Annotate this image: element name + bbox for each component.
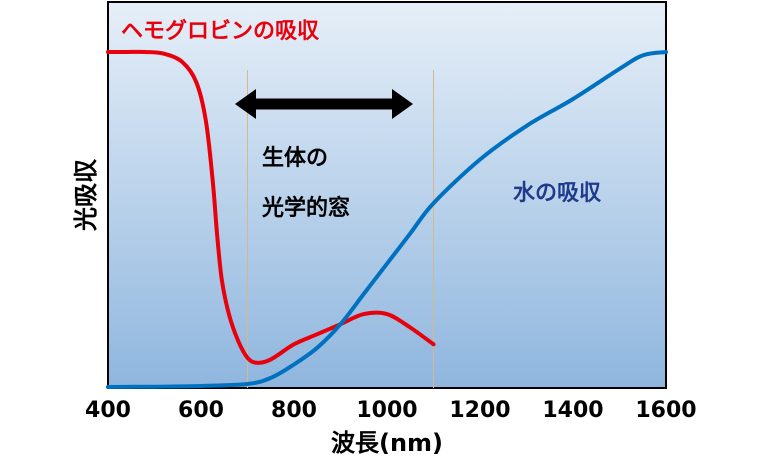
x-tick-label: 400 xyxy=(85,398,131,423)
plot-area xyxy=(107,1,667,389)
x-tick-label: 1400 xyxy=(542,398,603,423)
series-layer xyxy=(106,49,668,389)
x-tick-label: 1200 xyxy=(449,398,510,423)
x-tick-labels: 400 600 800 1000 1200 1400 1600 xyxy=(85,398,697,423)
hemoglobin-label: ヘモグロビンの吸収 xyxy=(121,18,320,44)
water-absorption-line xyxy=(106,50,668,389)
x-tick-label: 1600 xyxy=(635,398,696,423)
x-axis-title: 波長(nm) xyxy=(331,429,443,457)
x-tick-label: 1000 xyxy=(356,398,417,423)
window-arrow xyxy=(235,89,413,119)
water-label: 水の吸収 xyxy=(513,181,602,206)
window-label-line2: 光学的窓 xyxy=(261,195,350,221)
window-label-line1: 生体の xyxy=(262,146,328,171)
hemoglobin-absorption-line xyxy=(106,49,436,365)
x-tick-label: 600 xyxy=(178,398,224,423)
window-arrow-head-left xyxy=(235,89,256,119)
window-arrow-head-right xyxy=(392,89,413,119)
x-tick-label: 800 xyxy=(271,398,317,423)
y-axis-title: 光吸収 xyxy=(72,158,100,232)
